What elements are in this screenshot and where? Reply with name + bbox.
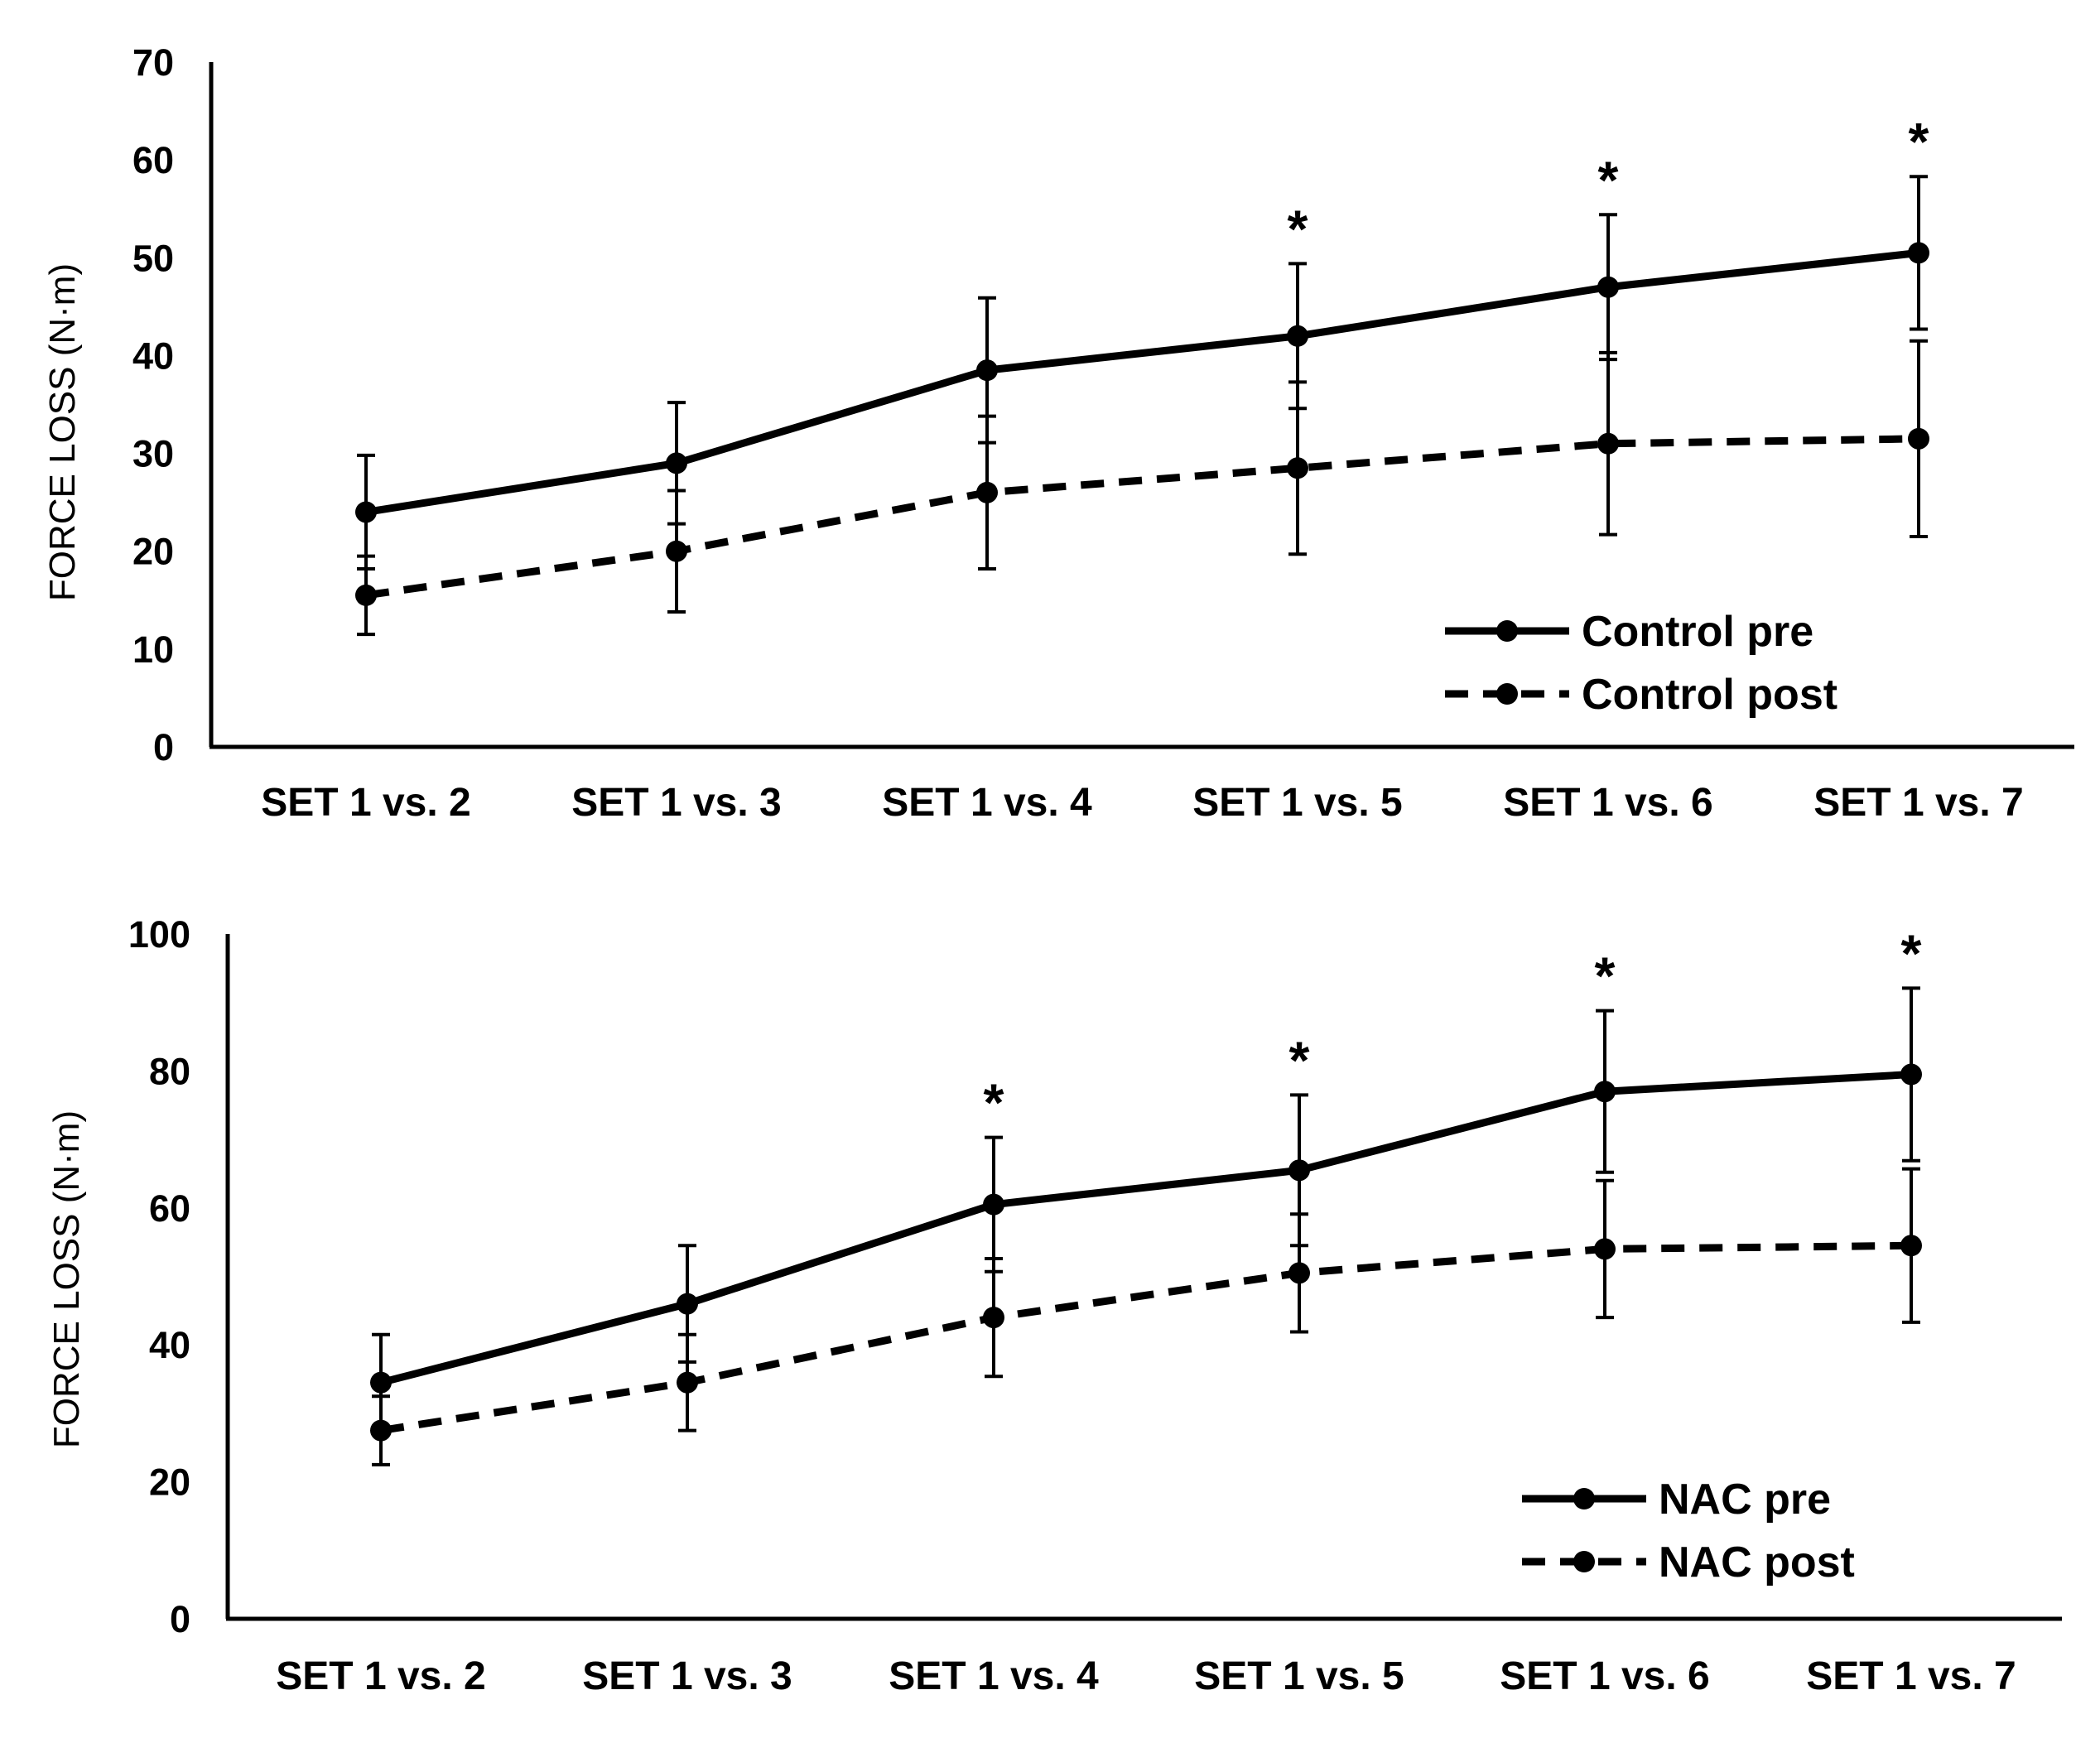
legend-marker-2 [1573,1551,1595,1572]
legend-label-1: Control pre [1582,608,1813,656]
significance-star: * [984,1073,1004,1133]
y-tick-label: 0 [170,1598,190,1640]
data-point [355,501,377,523]
data-point [976,481,998,503]
data-point [1908,242,1929,264]
significance-star: * [1595,946,1616,1006]
data-point [677,1293,698,1315]
y-tick-label: 60 [132,139,174,181]
data-point [1908,427,1929,450]
data-point [1597,432,1619,455]
legend: NAC pre NAC post [1522,1476,1855,1587]
y-tick-label: 10 [132,628,174,671]
series-line [379,1071,1912,1387]
data-point [983,1193,1004,1216]
x-tick-label: SET 1 vs. 2 [261,781,470,825]
x-tick-label: SET 1 vs. 6 [1500,1654,1709,1698]
chart-panel-2: 0 20 40 60 80 100 FORCE LOSS (N·m) SET 1 vs. 2 S… [46,913,2062,1698]
legend-label-1: NAC pre [1659,1476,1831,1524]
data-point [666,452,687,474]
legend-marker-2 [1496,683,1518,705]
y-tick-label: 80 [149,1050,190,1092]
significance-star: * [1288,199,1308,258]
data-point [666,540,687,562]
legend-label-2: Control post [1582,671,1838,719]
data-point [1594,1081,1616,1103]
x-tick-label: SET 1 vs. 4 [889,1654,1099,1698]
y-tick-label: 70 [132,41,174,84]
data-point [370,1419,392,1442]
data-point [1288,1262,1310,1284]
y-tick-label: 20 [149,1461,190,1504]
data-point [1594,1238,1616,1260]
data-point [976,359,998,382]
y-axis-label: FORCE LOSS (N·m) [46,1110,87,1448]
series-nac-post [370,1167,1922,1466]
y-tick-label: 100 [128,913,190,956]
y-tick-label: 60 [149,1187,190,1230]
y-tick-label: 40 [149,1324,190,1366]
legend: Control pre Control post [1445,608,1838,719]
x-tick-label: SET 1 vs. 3 [582,1654,792,1698]
data-point [983,1307,1004,1329]
data-point [1288,1159,1310,1182]
significance-star: * [1289,1030,1310,1090]
y-tick-label: 30 [132,433,174,475]
significance-star: * [1909,112,1929,171]
series-line [380,1241,1912,1435]
y-tick-label: 50 [132,237,174,279]
x-tick-label: SET 1 vs. 5 [1194,1654,1404,1698]
significance-star: * [1598,150,1619,209]
data-point [1287,325,1308,347]
series-control-pre [355,175,1929,571]
x-tick-label: SET 1 vs. 7 [1806,1654,2016,1698]
data-point [370,1371,392,1394]
series-line [365,435,1919,599]
x-tick-label: SET 1 vs. 3 [571,781,781,825]
chart-panel-1: 0 10 20 30 40 50 60 70 FORCE LOSS (N·m) SET 1 vs.… [42,41,2074,825]
data-point [1900,1235,1922,1257]
series-control-post [355,339,1929,637]
legend-marker-1 [1496,620,1518,642]
data-point [1597,276,1619,298]
series-nac-pre [370,986,1922,1432]
legend-label-2: NAC post [1659,1538,1855,1587]
x-tick-label: SET 1 vs. 4 [882,781,1092,825]
x-tick-label: SET 1 vs. 5 [1192,781,1402,825]
x-tick-label: SET 1 vs. 7 [1813,781,2023,825]
y-axis-label: FORCE LOSS (N·m) [42,263,83,601]
data-point [677,1371,698,1394]
data-point [1287,457,1308,479]
y-tick-label: 40 [132,335,174,377]
y-tick-label: 20 [132,531,174,573]
legend-marker-1 [1573,1488,1595,1509]
x-tick-label: SET 1 vs. 6 [1503,781,1712,825]
data-point [355,584,377,606]
significance-star: * [1901,923,1922,983]
y-tick-label: 0 [153,726,174,768]
series-line [365,248,1919,516]
data-point [1900,1063,1922,1086]
x-tick-label: SET 1 vs. 2 [276,1654,485,1698]
